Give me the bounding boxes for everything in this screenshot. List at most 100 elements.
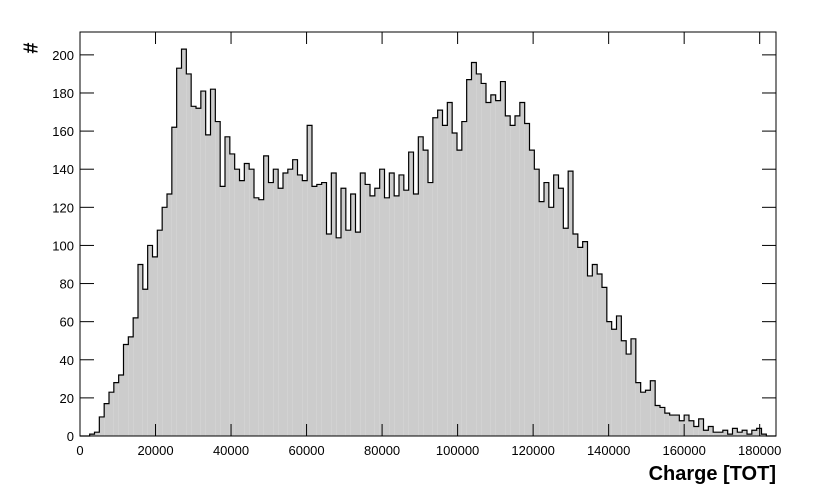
- y-tick-label: 20: [60, 391, 74, 406]
- bar: [428, 182, 433, 436]
- bar: [500, 81, 506, 436]
- x-tick-label: 0: [76, 443, 83, 458]
- y-axis-label: #: [20, 42, 42, 53]
- bar: [597, 274, 602, 436]
- bar: [210, 89, 216, 437]
- y-tick-label: 40: [60, 353, 74, 368]
- bar: [587, 275, 593, 436]
- bar: [471, 62, 477, 436]
- bar: [655, 405, 660, 436]
- bar: [316, 184, 322, 436]
- bar: [679, 420, 685, 436]
- bar: [394, 195, 399, 436]
- bar: [181, 49, 187, 437]
- bar: [718, 432, 723, 436]
- x-tick-label: 60000: [288, 443, 324, 458]
- bar: [708, 426, 714, 436]
- x-tick-label: 80000: [364, 443, 400, 458]
- bar: [645, 390, 651, 436]
- bar: [481, 83, 486, 437]
- y-tick-label: 60: [60, 315, 74, 330]
- bar: [215, 121, 221, 436]
- bar: [350, 193, 356, 436]
- bar: [196, 108, 201, 437]
- bar: [389, 173, 395, 437]
- y-tick-label: 0: [67, 429, 74, 444]
- bar: [89, 434, 95, 436]
- bar: [703, 430, 709, 436]
- bar: [466, 79, 472, 436]
- bar: [244, 163, 250, 436]
- bar: [432, 117, 438, 437]
- x-tick-label: 40000: [213, 443, 249, 458]
- bar: [220, 186, 225, 436]
- bar: [529, 150, 535, 436]
- bar: [756, 428, 762, 436]
- bar: [249, 169, 254, 436]
- bar: [732, 428, 738, 436]
- y-tick-label: 180: [52, 86, 74, 101]
- bar: [558, 188, 564, 436]
- bar: [510, 125, 515, 437]
- bar: [737, 432, 743, 436]
- bar: [360, 173, 366, 437]
- bar: [413, 193, 419, 436]
- bar: [268, 182, 274, 436]
- bar: [408, 152, 414, 436]
- bar: [186, 73, 192, 436]
- bar: [606, 321, 612, 436]
- bar: [650, 380, 656, 436]
- bar: [761, 434, 767, 436]
- bar: [660, 407, 665, 436]
- x-tick-label: 100000: [436, 443, 479, 458]
- bar: [437, 110, 443, 436]
- bar: [486, 102, 491, 437]
- bar: [742, 430, 747, 436]
- x-axis-label: Charge [TOT]: [649, 463, 776, 485]
- plot-frame: [79, 31, 777, 437]
- bar: [171, 127, 177, 436]
- bar: [128, 336, 134, 436]
- bar: [548, 207, 554, 436]
- bar: [123, 344, 129, 436]
- bar: [519, 102, 525, 437]
- bar: [399, 174, 404, 436]
- x-tick-label: 120000: [511, 443, 554, 458]
- bar: [573, 234, 578, 436]
- bar: [239, 180, 245, 436]
- bar: [684, 415, 689, 436]
- bar: [713, 432, 718, 436]
- x-tick-label: 160000: [662, 443, 705, 458]
- bar: [452, 133, 457, 436]
- bar: [577, 247, 583, 436]
- bar: [138, 264, 143, 436]
- x-tick-label: 20000: [137, 443, 173, 458]
- bar: [563, 228, 569, 436]
- bar: [384, 197, 390, 436]
- bar: [113, 382, 119, 436]
- bar: [727, 434, 733, 436]
- bar: [147, 245, 153, 436]
- bar: [162, 207, 167, 436]
- bar: [133, 317, 138, 436]
- bar: [689, 420, 694, 436]
- bar: [626, 354, 631, 436]
- bar: [258, 199, 264, 436]
- bar: [229, 153, 235, 436]
- bar: [370, 195, 375, 436]
- y-tick-label: 120: [52, 200, 74, 215]
- bar: [273, 169, 279, 436]
- y-tick-label: 80: [60, 277, 74, 292]
- y-tick-label: 160: [52, 124, 74, 139]
- bar: [374, 188, 380, 436]
- bar: [205, 134, 211, 437]
- bar: [747, 434, 752, 436]
- bar: [490, 94, 496, 437]
- bar: [669, 415, 675, 436]
- bar: [476, 73, 482, 436]
- bar: [722, 430, 728, 436]
- bar: [99, 416, 105, 436]
- bar: [751, 430, 757, 436]
- histogram-outline: [80, 48, 776, 437]
